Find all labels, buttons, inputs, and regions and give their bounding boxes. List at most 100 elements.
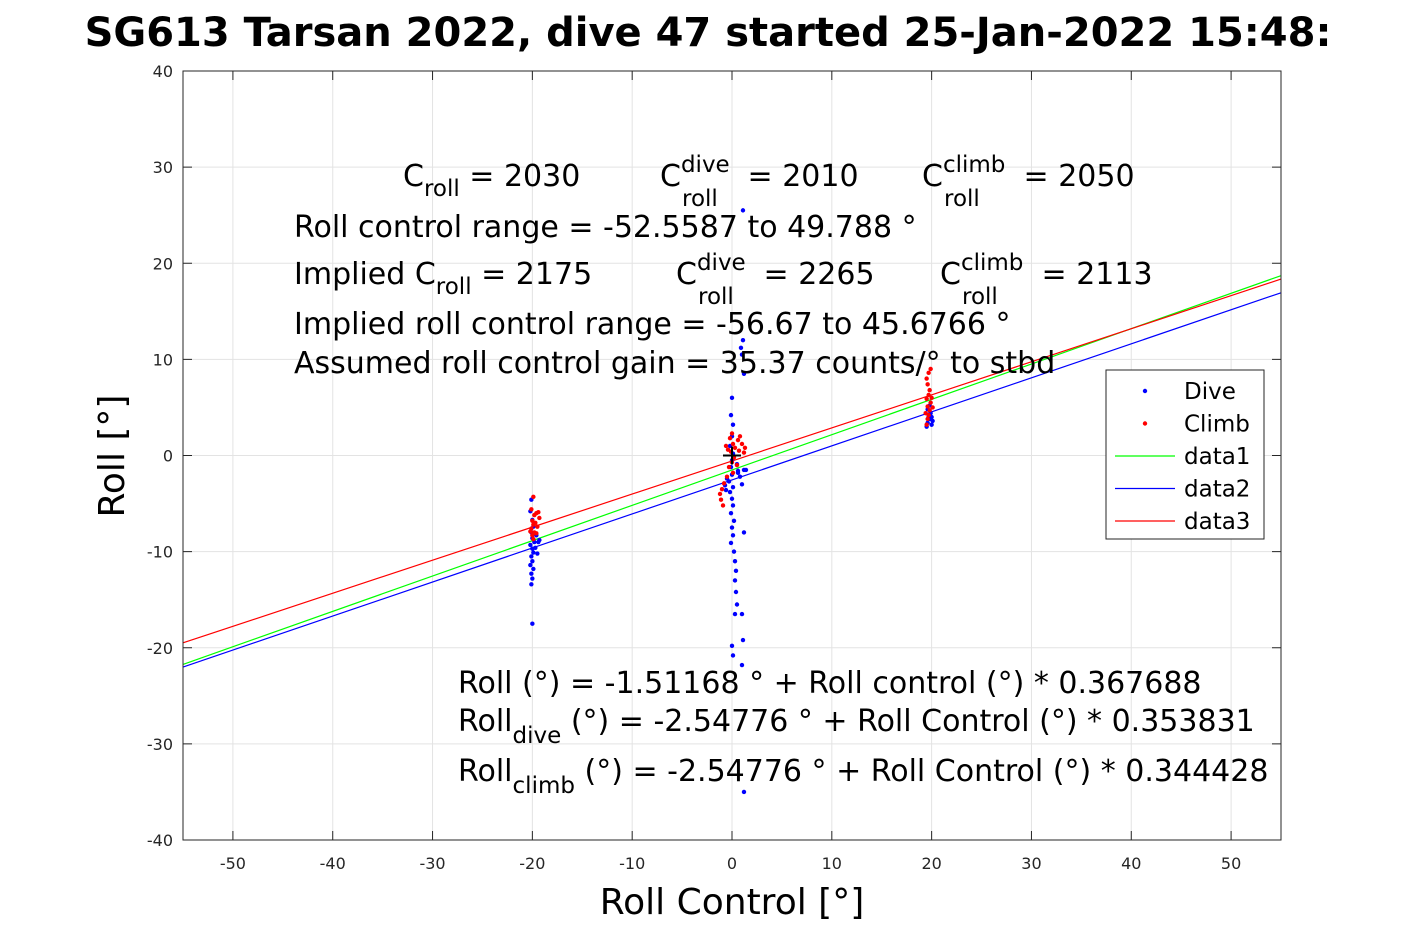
- legend-label-data3: data3: [1184, 509, 1250, 535]
- data-point-dive: [529, 582, 534, 587]
- data-point-dive: [733, 568, 739, 574]
- data-point-dive: [740, 208, 746, 213]
- data-point-dive: [743, 467, 749, 473]
- data-point-climb: [718, 497, 724, 502]
- data-point-dive: [731, 549, 737, 554]
- data-point-climb: [720, 503, 726, 508]
- centroid-marker: [723, 446, 741, 465]
- legend-box: [1105, 369, 1265, 540]
- data-point-climb: [930, 405, 935, 410]
- data-point-dive: [723, 487, 729, 493]
- data-point-climb: [727, 435, 733, 441]
- data-point-climb: [729, 431, 735, 436]
- data-point-climb: [732, 445, 738, 451]
- data-point-dive: [930, 418, 935, 424]
- data-point-dive: [529, 554, 534, 559]
- x-tick-label: -10: [619, 854, 645, 873]
- data-point-dive: [730, 485, 736, 490]
- data-point-dive: [729, 525, 735, 530]
- x-tick-label: -50: [220, 854, 246, 873]
- data-point-climb: [739, 441, 745, 447]
- data-point-dive: [729, 395, 735, 401]
- x-tick-label: -20: [519, 854, 545, 873]
- data-point-climb: [725, 447, 731, 452]
- data-point-dive: [530, 559, 535, 564]
- y-tick-label: 10: [153, 350, 173, 369]
- data-point-dive: [730, 503, 736, 508]
- data-point-climb: [924, 376, 929, 381]
- annotation-implied: Implied Croll = 2175: [294, 257, 592, 300]
- y-tick-label: 20: [153, 254, 173, 273]
- x-tick-label: 20: [921, 854, 941, 873]
- data-point-climb: [927, 408, 932, 413]
- y-tick-label: -20: [147, 639, 173, 658]
- y-tick-label: -10: [147, 543, 173, 562]
- annotation-range: Roll control range = -52.5587 to 49.788 …: [294, 210, 917, 245]
- y-tick-label: -40: [147, 831, 173, 850]
- data-point-dive: [737, 474, 743, 479]
- data-point-dive: [528, 562, 533, 568]
- data-point-climb: [724, 474, 730, 479]
- annotations: Croll = 2030 Cdive roll = 2010 Cclimb roll…: [294, 152, 1268, 799]
- data-point-climb: [719, 486, 725, 492]
- data-point-climb: [924, 422, 929, 427]
- data-point-dive: [533, 545, 538, 550]
- data-point-climb: [535, 524, 540, 529]
- data-point-climb: [742, 445, 748, 451]
- y-tick-label: 0: [163, 447, 173, 466]
- annotation-c-climb: Cclimb roll = 2050: [922, 152, 1135, 212]
- data-point-dive: [738, 345, 744, 351]
- data-point-climb: [925, 416, 930, 422]
- data-point-climb: [926, 370, 931, 376]
- data-point-climb: [735, 437, 741, 443]
- x-tick-label: -30: [419, 854, 445, 873]
- y-tick-label: 30: [153, 158, 173, 177]
- data-point-dive: [530, 576, 535, 581]
- x-axis-label: Roll Control [°]: [600, 882, 865, 923]
- data-point-dive: [740, 337, 746, 343]
- data-point-dive: [739, 662, 745, 668]
- annotation-coefficients: Croll = 2030: [403, 159, 580, 202]
- data-point-dive: [531, 550, 536, 555]
- data-point-dive: [528, 542, 533, 548]
- data-point-dive: [732, 611, 738, 617]
- data-point-climb: [529, 507, 534, 512]
- annotation-fit-all: Roll (°) = -1.51168 ° + Roll control (°)…: [458, 666, 1202, 701]
- data-point-climb: [533, 520, 538, 525]
- y-tick-label: 40: [153, 62, 173, 81]
- data-point-climb: [928, 400, 933, 405]
- data-point-dive: [729, 643, 735, 649]
- legend-label-data1: data1: [1184, 444, 1250, 470]
- data-point-dive: [739, 352, 745, 357]
- data-point-climb: [923, 411, 928, 416]
- data-point-dive: [530, 621, 535, 626]
- data-point-dive: [727, 489, 733, 495]
- data-point-dive: [731, 518, 737, 524]
- data-point-dive: [739, 482, 745, 487]
- data-point-dive: [732, 578, 738, 583]
- data-point-climb: [929, 395, 934, 401]
- data-point-climb: [721, 481, 727, 486]
- data-point-climb: [730, 441, 736, 447]
- data-point-climb: [741, 450, 747, 455]
- annotation-implied-range: Implied roll control range = -56.67 to 4…: [294, 307, 1011, 342]
- data-point-climb: [530, 533, 535, 538]
- legend: Dive Climb data1 data2 data3: [1105, 369, 1265, 540]
- chart-title: SG613 Tarsan 2022, dive 47 started 25-Ja…: [85, 10, 1332, 56]
- data-point-dive: [728, 540, 734, 546]
- annotation-gain: Assumed roll control gain = 35.37 counts…: [294, 346, 1055, 381]
- data-point-dive: [537, 537, 542, 543]
- data-point-climb: [925, 382, 930, 387]
- data-point-dive: [730, 533, 736, 538]
- annotation-implied-dive: Cdive roll = 2265: [676, 250, 875, 310]
- data-point-climb: [717, 491, 723, 497]
- data-point-dive: [733, 589, 739, 595]
- data-point-climb: [531, 536, 536, 542]
- data-point-climb: [926, 392, 931, 398]
- data-point-dive: [741, 371, 747, 376]
- data-point-climb: [528, 529, 533, 534]
- annotation-fit-dive: Rolldive (°) = -2.54776 ° + Roll Control…: [458, 704, 1255, 749]
- data-point-climb: [537, 515, 542, 521]
- data-point-dive: [730, 653, 736, 658]
